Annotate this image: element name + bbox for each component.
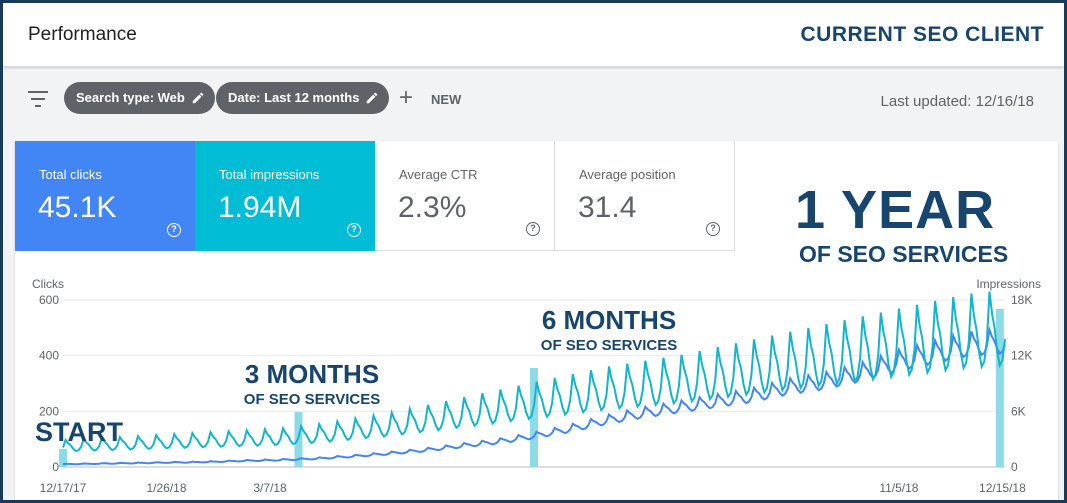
performance-chart[interactable]: Clicks Impressions 0 0 200 6K 400 12K 600 18K 12/1… [15,141,1058,500]
milestone-marker [59,449,67,467]
y-right-tick-label: 0 [1011,460,1018,474]
x-tick-label: 3/7/18 [253,481,287,495]
metric-average-position[interactable]: Average position 31.4 ? [555,141,735,251]
search-type-chip[interactable]: Search type: Web [64,82,215,114]
six-months-heading: 6 MONTHS [542,305,676,335]
three-months-heading: 3 MONTHS [245,359,379,389]
y-right-axis-title: Impressions [976,277,1041,291]
client-label: CURRENT SEO CLIENT [800,23,1044,46]
chip-label: Date: Last 12 months [228,90,360,105]
y-left-axis-title: Clicks [32,277,64,291]
x-tick-label: 12/17/17 [40,481,87,495]
metric-value: 1.94M [218,191,302,224]
y-left-tick-label: 600 [39,293,59,307]
metric-average-ctr[interactable]: Average CTR 2.3% ? [375,141,555,251]
app-frame: Performance CURRENT SEO CLIENT Search ty… [3,3,1064,500]
plus-icon: + [399,84,414,111]
y-left-tick-label: 400 [39,349,59,363]
help-icon[interactable]: ? [347,223,361,237]
y-right-tick-label: 6K [1011,404,1026,418]
metric-total-impressions[interactable]: Total impressions 1.94M ? [195,141,375,251]
edit-icon [192,92,204,104]
start-annotation: START [35,417,123,447]
metric-label: Average CTR [399,167,478,182]
y-left-tick-label: 0 [52,460,59,474]
top-header: Performance CURRENT SEO CLIENT [3,3,1064,67]
date-range-chip[interactable]: Date: Last 12 months [216,82,390,114]
new-label: NEW [431,92,462,107]
y-right-tick-label: 18K [1011,293,1032,307]
metric-total-clicks[interactable]: Total clicks 45.1K ? [15,141,195,251]
three-months-subheading: OF SEO SERVICES [244,391,380,408]
metric-label: Average position [579,167,676,182]
x-tick-label: 12/15/18 [979,481,1026,495]
milestone-marker [995,309,1004,467]
impressions-series-line [62,291,1006,453]
filter-bar: Search type: Web Date: Last 12 months + … [3,69,1064,131]
one-year-subheading: OF SEO SERVICES [799,241,1009,267]
milestone-marker [530,368,538,467]
filter-list-icon[interactable] [28,91,48,107]
six-months-subheading: OF SEO SERVICES [541,337,677,354]
edit-icon [367,92,378,104]
metric-label: Total clicks [39,167,102,182]
metric-label: Total impressions [219,167,320,182]
y-left-tick-label: 200 [39,404,59,418]
x-tick-label: 1/26/18 [146,481,186,495]
x-tick-label: 11/5/18 [879,481,918,495]
help-icon[interactable]: ? [706,222,720,236]
help-icon[interactable]: ? [167,223,181,237]
last-updated: Last updated: 12/16/18 [880,93,1034,110]
metric-value: 31.4 [578,191,637,224]
y-right-tick-label: 12K [1011,349,1032,363]
page-title: Performance [28,24,137,45]
metric-value: 2.3% [398,191,467,224]
performance-card: Total clicks 45.1K ? Total impressions 1… [15,141,1058,500]
help-icon[interactable]: ? [526,222,540,236]
one-year-heading: 1 YEAR [795,180,996,240]
metric-value: 45.1K [38,191,117,224]
chip-label: Search type: Web [76,90,185,105]
clicks-series-line [62,325,1006,466]
